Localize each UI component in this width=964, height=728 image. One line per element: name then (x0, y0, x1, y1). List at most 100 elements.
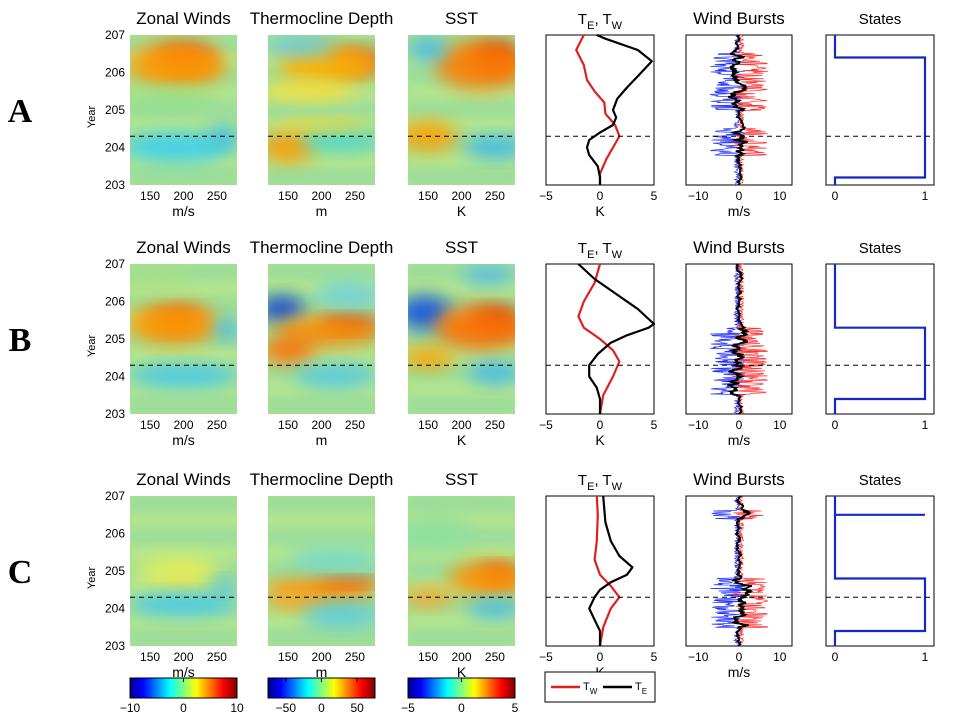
colorbar-3: −5 0 5 (401, 677, 519, 715)
legend: TW TE (544, 671, 656, 703)
row-label: A (8, 93, 33, 130)
heatmap-blob (268, 591, 322, 611)
temperature-axes (545, 495, 655, 647)
x-tick-label: 150 (140, 650, 160, 664)
hovmoller-panel-3: SST 150 200 250 K (408, 470, 515, 680)
colorbar-tick-label: 0 (458, 701, 465, 715)
panel-title: Wind Bursts (693, 238, 785, 257)
x-tick-label: 200 (173, 189, 193, 203)
x-tick-label: 0 (736, 189, 743, 203)
panel-title: SST (445, 470, 478, 489)
x-tick-label: 200 (311, 189, 331, 203)
heatmap-blob (461, 265, 515, 285)
westerly-burst-series (731, 34, 769, 186)
x-tick-label: 0 (832, 189, 839, 203)
heatmap-blob (408, 38, 449, 62)
x-tick-label: 200 (451, 189, 471, 203)
panel-title: States (859, 11, 902, 28)
heatmap-blob (130, 42, 227, 88)
temperature-panel: TE, TW −5 0 5 K (539, 11, 658, 219)
panel-title: Thermocline Depth (250, 9, 394, 28)
x-tick-label: −5 (539, 189, 553, 203)
year-tick-label: 205 (105, 564, 125, 578)
x-tick-label: 150 (278, 189, 298, 203)
x-axis-label: m/s (728, 432, 751, 448)
hovmoller-panel-3: SST 150 200 250 K (408, 9, 515, 219)
x-axis-label: K (457, 664, 467, 680)
hovmoller-panel-1: Zonal Winds 150 200 250 m/s (130, 9, 237, 219)
year-tick-label: 206 (105, 66, 125, 80)
heatmap-blob (408, 587, 455, 607)
te-series-line (588, 495, 634, 646)
heatmap-blob (301, 128, 375, 152)
x-tick-label: 150 (140, 189, 160, 203)
panel-title: States (859, 472, 902, 489)
x-axis-label: m/s (728, 203, 751, 219)
states-panel: States 0 1 (825, 240, 935, 432)
year-tick-label: 207 (105, 257, 125, 271)
row-label: C (8, 554, 33, 591)
heatmap-blob (464, 136, 515, 159)
hovmoller-panel-2: Thermocline Depth 150 200 250 m (250, 9, 394, 219)
te-series-line (585, 33, 653, 185)
x-tick-label: 1 (922, 189, 929, 203)
temperature-panel: TE, TW −5 0 5 K (539, 240, 658, 448)
colorbar-tick-label: 50 (350, 701, 364, 715)
states-panel: States 0 1 (825, 11, 935, 203)
panel-title: Thermocline Depth (250, 470, 394, 489)
heatmap-blob (301, 604, 375, 628)
year-tick-label: 207 (105, 489, 125, 503)
year-tick-label: 204 (105, 602, 125, 616)
year-tick-label: 205 (105, 103, 125, 117)
x-tick-label: −10 (688, 418, 709, 432)
hovmoller-panel-2: Thermocline Depth 150 200 250 m (250, 470, 394, 680)
states-series-line (833, 35, 927, 185)
x-tick-label: 10 (773, 418, 787, 432)
x-tick-label: 250 (207, 650, 227, 664)
colorbar-tick-label: −50 (276, 701, 297, 715)
tw-series-line (575, 34, 621, 185)
x-tick-label: 1 (922, 418, 929, 432)
temperature-axes (545, 34, 655, 186)
easterly-burst-series (709, 263, 746, 415)
panel-title: Wind Bursts (693, 470, 785, 489)
colorbar-tick-label: −5 (401, 701, 415, 715)
year-tick-label: 203 (105, 178, 125, 192)
hovmoller-panel-2: Thermocline Depth 150 200 250 m (250, 238, 394, 448)
heatmap-blob (133, 556, 221, 586)
legend-te-label: TE (635, 681, 647, 696)
colorbar-tick-label: −10 (120, 701, 141, 715)
x-axis-label: m/s (172, 432, 195, 448)
x-tick-label: −10 (688, 189, 709, 203)
heatmap-blob (408, 514, 475, 553)
states-axes (825, 263, 935, 415)
heatmap-blob (213, 316, 237, 339)
x-tick-label: 150 (140, 418, 160, 432)
x-tick-label: 0 (597, 189, 604, 203)
heatmap-blob (294, 365, 375, 388)
heatmap-blob (278, 46, 375, 84)
x-axis-label: K (457, 432, 467, 448)
x-tick-label: 250 (207, 418, 227, 432)
x-tick-label: 150 (418, 418, 438, 432)
panel-title: Thermocline Depth (250, 238, 394, 257)
heatmap-blob (434, 40, 515, 90)
x-axis-label: m (316, 203, 328, 219)
hovmoller-panel-1: Zonal Winds 150 200 250 m/s (130, 470, 237, 680)
heatmap-blob (468, 361, 515, 384)
wind-bursts-panel: Wind Bursts −10 0 10 m/s (685, 238, 793, 448)
colorbar-tick-label: 10 (230, 701, 244, 715)
heatmap-blob (210, 578, 237, 594)
year-tick-label: 207 (105, 28, 125, 42)
x-tick-label: 250 (345, 418, 365, 432)
colorbar-tick-label: 0 (318, 701, 325, 715)
heatmap-blob (130, 132, 231, 163)
x-tick-label: 250 (207, 189, 227, 203)
x-tick-label: 200 (311, 418, 331, 432)
x-axis-label: m/s (728, 664, 751, 680)
x-tick-label: 150 (278, 418, 298, 432)
heatmap-blob (130, 593, 237, 616)
heatmap-blob (434, 305, 515, 351)
